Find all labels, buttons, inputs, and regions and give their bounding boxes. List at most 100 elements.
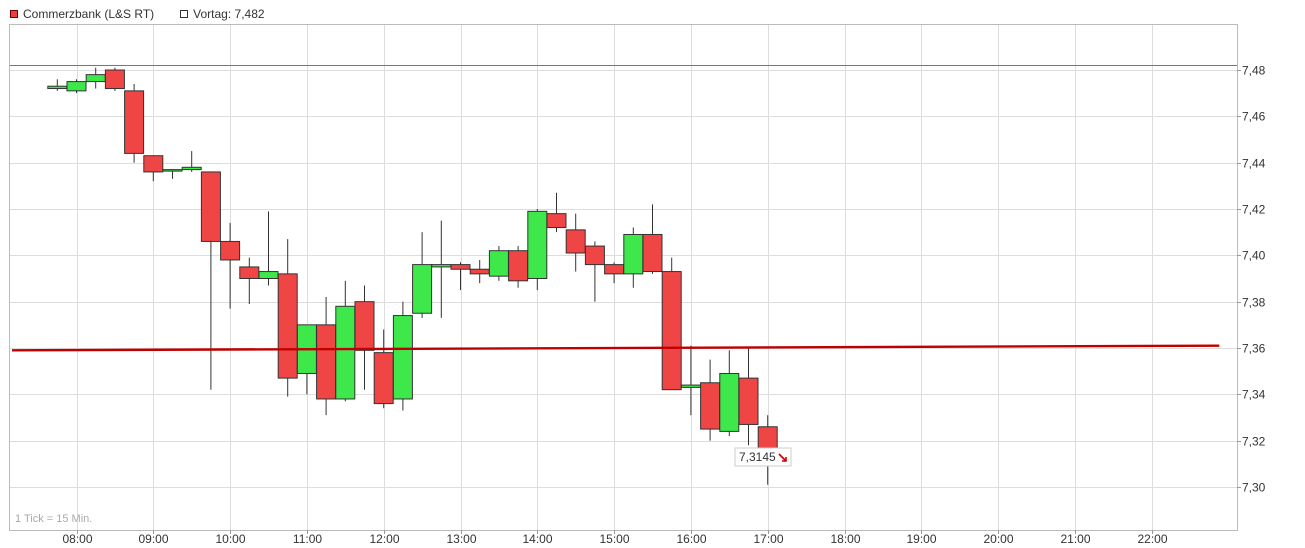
candle <box>162 169 183 179</box>
y-tick-label: 7,36 <box>1242 342 1266 356</box>
candle-body <box>200 171 221 242</box>
candle <box>104 67 125 91</box>
candle-body <box>335 305 356 400</box>
x-tick-label: 16:00 <box>676 532 706 546</box>
x-tick-label: 08:00 <box>62 532 92 546</box>
candle-body <box>85 74 106 83</box>
last-price-marker: 7,3145 <box>734 447 792 467</box>
candle <box>565 213 586 272</box>
down-arrow-icon <box>778 453 787 462</box>
x-tick-label: 13:00 <box>446 532 476 546</box>
x-tick-label: 15:00 <box>599 532 629 546</box>
candle-body <box>412 264 433 314</box>
candle-body <box>277 273 298 379</box>
candles <box>47 67 778 485</box>
candle-body <box>104 69 125 90</box>
tick-note: 1 Tick = 15 Min. <box>15 513 92 525</box>
candle-body <box>623 233 644 275</box>
candle-body <box>47 85 68 90</box>
candle-body <box>719 372 740 432</box>
y-tick-label: 7,34 <box>1242 388 1266 402</box>
candle-body <box>680 384 701 388</box>
candle <box>181 151 202 172</box>
candle <box>700 359 721 441</box>
candle-body <box>220 240 241 261</box>
candle-body <box>661 271 682 391</box>
candle <box>450 262 471 291</box>
candle-body <box>66 81 87 92</box>
x-tick-label: 10:00 <box>215 532 245 546</box>
candle <box>719 350 740 437</box>
y-axis: 7,30 7,32 7,34 7,36 7,38 7,40 7,42 7,44 7,46 7,48 <box>1237 64 1266 495</box>
legend-item-vortag[interactable]: Vortag: 7,482 <box>180 7 265 21</box>
candle-body <box>450 264 471 270</box>
y-tick-label: 7,30 <box>1242 481 1266 495</box>
x-tick-label: 14:00 <box>522 532 552 546</box>
support-line <box>11 344 1220 352</box>
candle <box>584 241 605 302</box>
support-line-path <box>11 344 1220 352</box>
candle-body <box>469 268 490 275</box>
candle-body <box>239 266 260 279</box>
last-price-box <box>734 447 792 467</box>
candle <box>738 348 759 446</box>
x-tick-label: 20:00 <box>983 532 1013 546</box>
candle-body <box>392 315 413 400</box>
chart-legend: Commerzbank (L&S RT) Vortag: 7,482 <box>10 6 291 22</box>
candle <box>335 280 356 402</box>
plot-area <box>9 24 1238 531</box>
x-tick-label: 09:00 <box>138 532 168 546</box>
candle-body <box>565 229 586 254</box>
candle-body <box>604 264 625 275</box>
candle-body <box>738 377 759 425</box>
candle <box>546 192 567 233</box>
candle <box>488 246 509 281</box>
y-tick-label: 7,42 <box>1242 203 1266 217</box>
x-tick-label: 21:00 <box>1060 532 1090 546</box>
legend-swatch-commerzbank <box>10 10 18 18</box>
candle-body <box>488 250 509 277</box>
candle-body <box>162 169 183 172</box>
last-price-label: 7,3145 <box>739 450 776 464</box>
y-tick-label: 7,40 <box>1242 249 1266 263</box>
y-tick-label: 7,46 <box>1242 110 1266 124</box>
y-tick-label: 7,38 <box>1242 296 1266 310</box>
candle <box>642 204 663 274</box>
y-tick-label: 7,44 <box>1242 157 1266 171</box>
candle-body <box>181 166 202 171</box>
candle <box>354 285 375 390</box>
candle <box>277 239 298 397</box>
legend-label-vortag: Vortag: 7,482 <box>193 7 265 21</box>
y-tick-label: 7,32 <box>1242 435 1266 449</box>
candle <box>527 209 548 291</box>
candle-body <box>508 250 529 282</box>
candle-body <box>143 155 164 173</box>
legend-item-commerzbank[interactable]: Commerzbank (L&S RT) <box>10 7 154 21</box>
candle <box>200 171 221 390</box>
candle-body <box>316 324 337 400</box>
candle <box>412 232 433 318</box>
candle <box>220 222 241 309</box>
candle-body <box>373 352 394 405</box>
candle-body <box>124 90 145 154</box>
candle-body <box>546 213 567 229</box>
x-tick-label: 18:00 <box>830 532 860 546</box>
candle <box>661 257 682 391</box>
x-tick-label: 22:00 <box>1137 532 1167 546</box>
candle <box>392 301 413 411</box>
x-tick-label: 19:00 <box>906 532 936 546</box>
candle-body <box>527 210 548 279</box>
candle-body <box>700 382 721 430</box>
candle-body <box>642 233 663 273</box>
candle <box>623 227 644 288</box>
x-axis: 08:00 09:00 10:00 11:00 12:00 13:00 14:00 15:00… <box>62 530 1168 546</box>
candle <box>124 83 145 163</box>
candle-body <box>584 245 605 266</box>
candle-body <box>258 271 279 279</box>
candle-body <box>431 264 452 268</box>
x-tick-label: 12:00 <box>369 532 399 546</box>
candle <box>66 79 87 94</box>
legend-swatch-vortag <box>180 10 189 18</box>
x-tick-label: 11:00 <box>293 532 322 546</box>
